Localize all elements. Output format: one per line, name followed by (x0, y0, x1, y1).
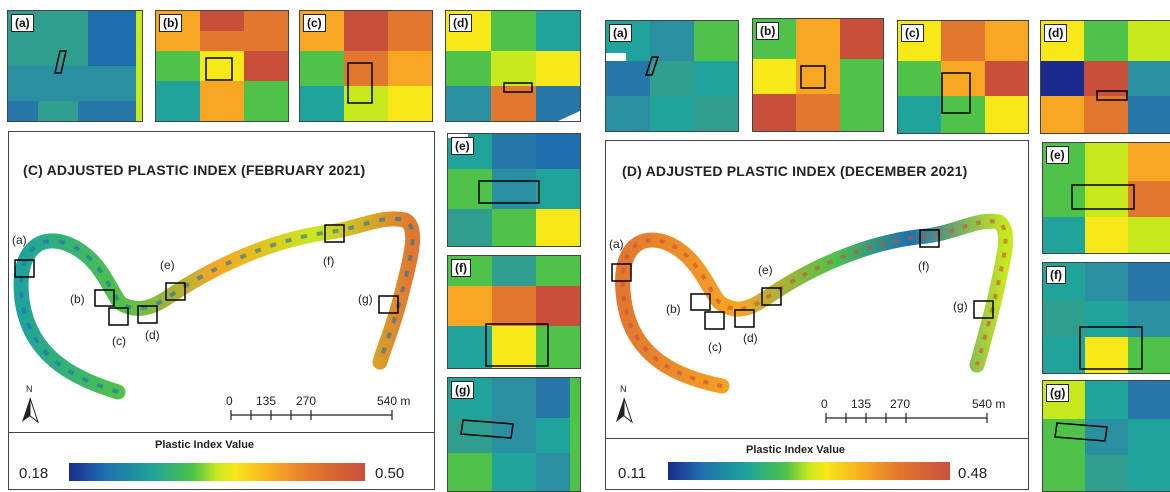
tile-f-right: (f) (1042, 262, 1170, 374)
site-label-c: (c) (708, 340, 722, 354)
scale-label-135: 135 (851, 397, 871, 411)
legend-max: 0.50 (375, 465, 405, 482)
site-label-d: (d) (145, 328, 160, 342)
tile-label: (e) (451, 137, 474, 155)
site-label-c: (c) (112, 334, 126, 348)
scale-bar (230, 410, 393, 420)
tile-label: (a) (11, 14, 34, 32)
tile-label: (f) (1046, 266, 1066, 284)
tile-e-right: (e) (1042, 142, 1170, 254)
legend-max: 0.48 (958, 465, 988, 482)
tile-label: (d) (1044, 24, 1068, 42)
north-arrow-icon (22, 397, 39, 424)
scale-label-540: 540 m (972, 397, 1005, 411)
north-label: N (26, 384, 33, 394)
tile-label: (a) (609, 24, 632, 42)
north-label: N (620, 384, 627, 394)
map-title: (D) ADJUSTED PLASTIC INDEX (DECEMBER 202… (622, 163, 968, 179)
legend: Plastic Index Value 0.18 0.50 (8, 432, 435, 490)
scale-label-270: 270 (296, 394, 316, 408)
river-map: (a) (b) (c) (d) (e) (f) (g) N 0 135 270 … (12, 211, 421, 424)
tile-label: (c) (303, 14, 326, 32)
legend-min: 0.18 (19, 465, 49, 482)
legend-color-ramp (69, 463, 365, 481)
tile-a-left: (a) (7, 10, 143, 122)
tile-label: (g) (451, 381, 475, 399)
river-map: (a) (b) (c) (d) (e) (f) (g) N 0 135 270 … (609, 213, 1014, 424)
site-label-g: (g) (953, 299, 968, 313)
tile-c-left: (c) (299, 10, 433, 122)
tile-b-right: (b) (752, 18, 884, 132)
scale-label-270: 270 (890, 397, 910, 411)
tile-label: (d) (449, 14, 473, 32)
site-label-a: (a) (12, 233, 27, 247)
site-label-f: (f) (323, 254, 334, 268)
site-label-a: (a) (609, 237, 624, 251)
tile-e-left: (e) (447, 133, 581, 247)
map-title: (C) ADJUSTED PLASTIC INDEX (FEBRUARY 202… (23, 162, 366, 178)
tile-label: (g) (1046, 384, 1070, 402)
tile-g-left: (g) (447, 377, 581, 492)
tile-b-left: (b) (155, 10, 289, 122)
scale-label-0: 0 (821, 397, 828, 411)
site-label-e: (e) (758, 263, 773, 277)
tile-label: (b) (159, 14, 183, 32)
tile-label: (e) (1046, 146, 1069, 164)
legend: Plastic Index Value 0.11 0.48 (605, 438, 1029, 490)
site-label-d: (d) (743, 331, 758, 345)
site-label-b: (b) (666, 302, 681, 316)
scale-label-540: 540 m (377, 394, 410, 408)
site-label-f: (f) (918, 259, 929, 273)
tile-label: (c) (901, 24, 924, 42)
tile-label: (f) (451, 259, 471, 277)
tile-d-right: (d) (1040, 20, 1170, 134)
tile-label: (b) (756, 22, 780, 40)
legend-min: 0.11 (618, 465, 647, 482)
site-label-e: (e) (160, 258, 175, 272)
tile-g-right: (g) (1042, 380, 1170, 492)
tile-a-right: (a) (605, 20, 739, 132)
north-arrow-icon (616, 397, 633, 424)
legend-title: Plastic Index Value (746, 444, 846, 456)
tile-c-right: (c) (897, 20, 1029, 134)
scale-label-0: 0 (226, 394, 233, 408)
tile-f-left: (f) (447, 255, 581, 369)
legend-color-ramp (668, 462, 950, 480)
site-label-b: (b) (70, 292, 85, 306)
scale-label-135: 135 (256, 394, 276, 408)
map-frame: (D) ADJUSTED PLASTIC INDEX (DECEMBER 202… (605, 140, 1029, 440)
scale-bar (825, 413, 988, 423)
tile-d-left: (d) (445, 10, 581, 122)
legend-title: Plastic Index Value (155, 439, 255, 451)
site-label-g: (g) (358, 292, 373, 306)
